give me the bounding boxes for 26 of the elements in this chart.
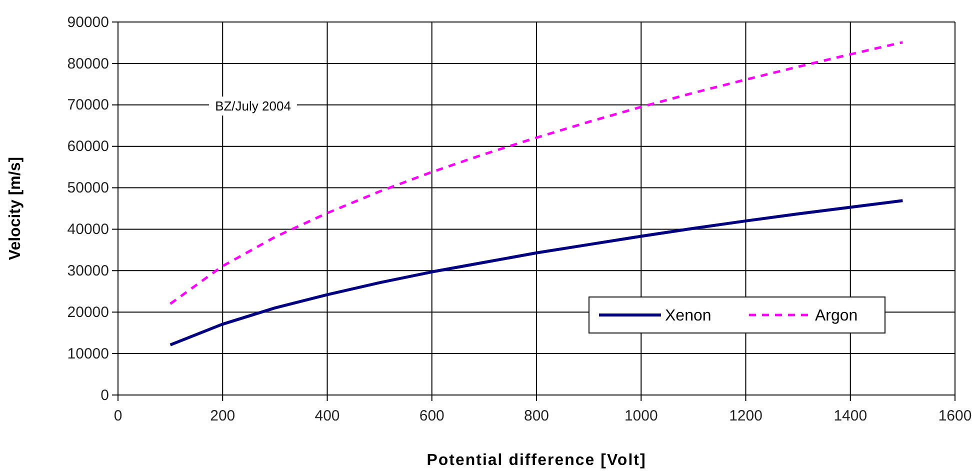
y-tick-label: 80000 bbox=[67, 55, 109, 72]
x-tick-label: 800 bbox=[524, 408, 550, 424]
y-tick-label: 60000 bbox=[67, 138, 109, 156]
y-tick-label: 40000 bbox=[67, 221, 109, 238]
y-tick-label: 70000 bbox=[67, 96, 109, 114]
x-tick-label: 0 bbox=[114, 408, 122, 424]
x-tick-label: 200 bbox=[210, 408, 236, 424]
x-tick-label: 1400 bbox=[834, 408, 868, 424]
y-tick-label: 20000 bbox=[67, 304, 109, 321]
x-tick-label: 600 bbox=[419, 408, 444, 424]
line-series bbox=[169, 41, 904, 306]
line-series bbox=[168, 199, 904, 346]
annotation: BZ/July 2004 bbox=[215, 98, 291, 114]
y-axis-title: Velocity [m/s] bbox=[7, 156, 24, 260]
legend-label: Xenon bbox=[665, 308, 712, 325]
x-tick-label: 1200 bbox=[729, 408, 762, 424]
x-tick-label: 1600 bbox=[938, 408, 972, 424]
y-tick-label: 50000 bbox=[67, 180, 109, 197]
x-tick-label: 1000 bbox=[624, 408, 658, 424]
legend-label: Argon bbox=[815, 308, 858, 325]
y-tick-label: 10000 bbox=[67, 345, 109, 362]
x-tick-label: 400 bbox=[314, 408, 340, 424]
y-tick-label: 0 bbox=[100, 386, 109, 404]
x-axis-title: Potential difference [Volt] bbox=[426, 452, 646, 469]
y-tick-label: 90000 bbox=[67, 14, 109, 31]
y-tick-label: 30000 bbox=[67, 262, 109, 280]
